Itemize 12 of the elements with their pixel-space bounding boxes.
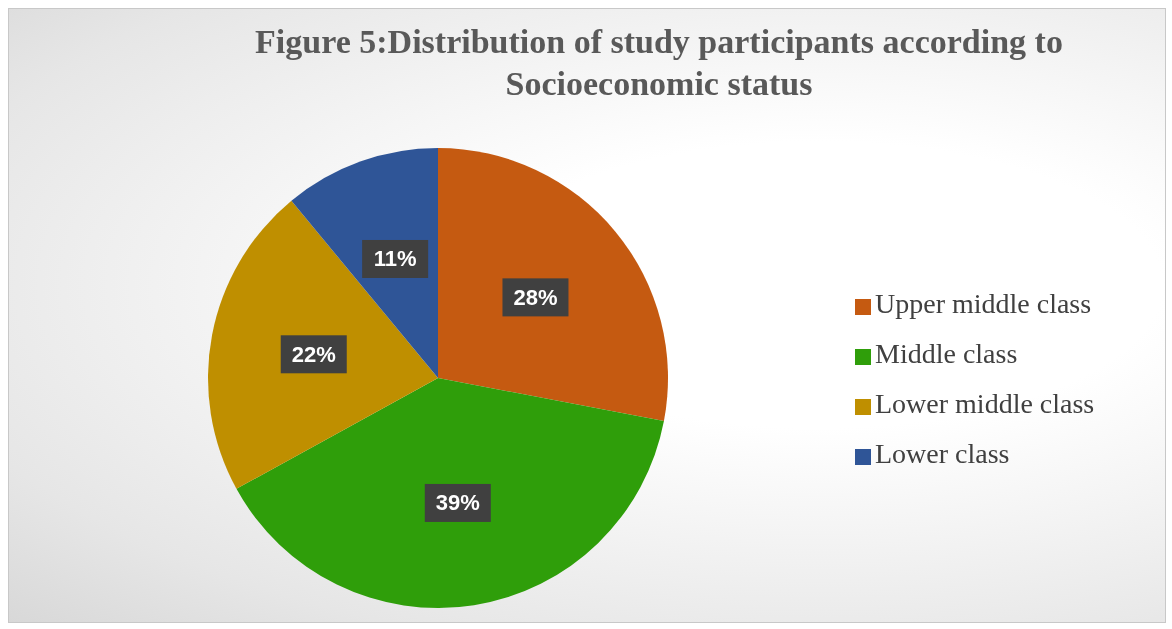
legend-label: Lower middle class xyxy=(875,388,1095,419)
pie-slice xyxy=(208,200,438,489)
data-label: 28% xyxy=(513,284,558,310)
data-label: 22% xyxy=(291,341,336,367)
data-label: 11% xyxy=(373,246,417,272)
legend-label: Lower class xyxy=(875,438,1010,469)
chart-title: Figure 5:Distribution of study participants according to Socioeconomic status xyxy=(254,22,1064,104)
pie-slice xyxy=(438,148,668,422)
legend-label: Middle class xyxy=(875,338,1018,369)
legend-label: Upper middle class xyxy=(875,288,1092,319)
pie-slice xyxy=(236,378,664,608)
data-label: 39% xyxy=(435,490,480,516)
